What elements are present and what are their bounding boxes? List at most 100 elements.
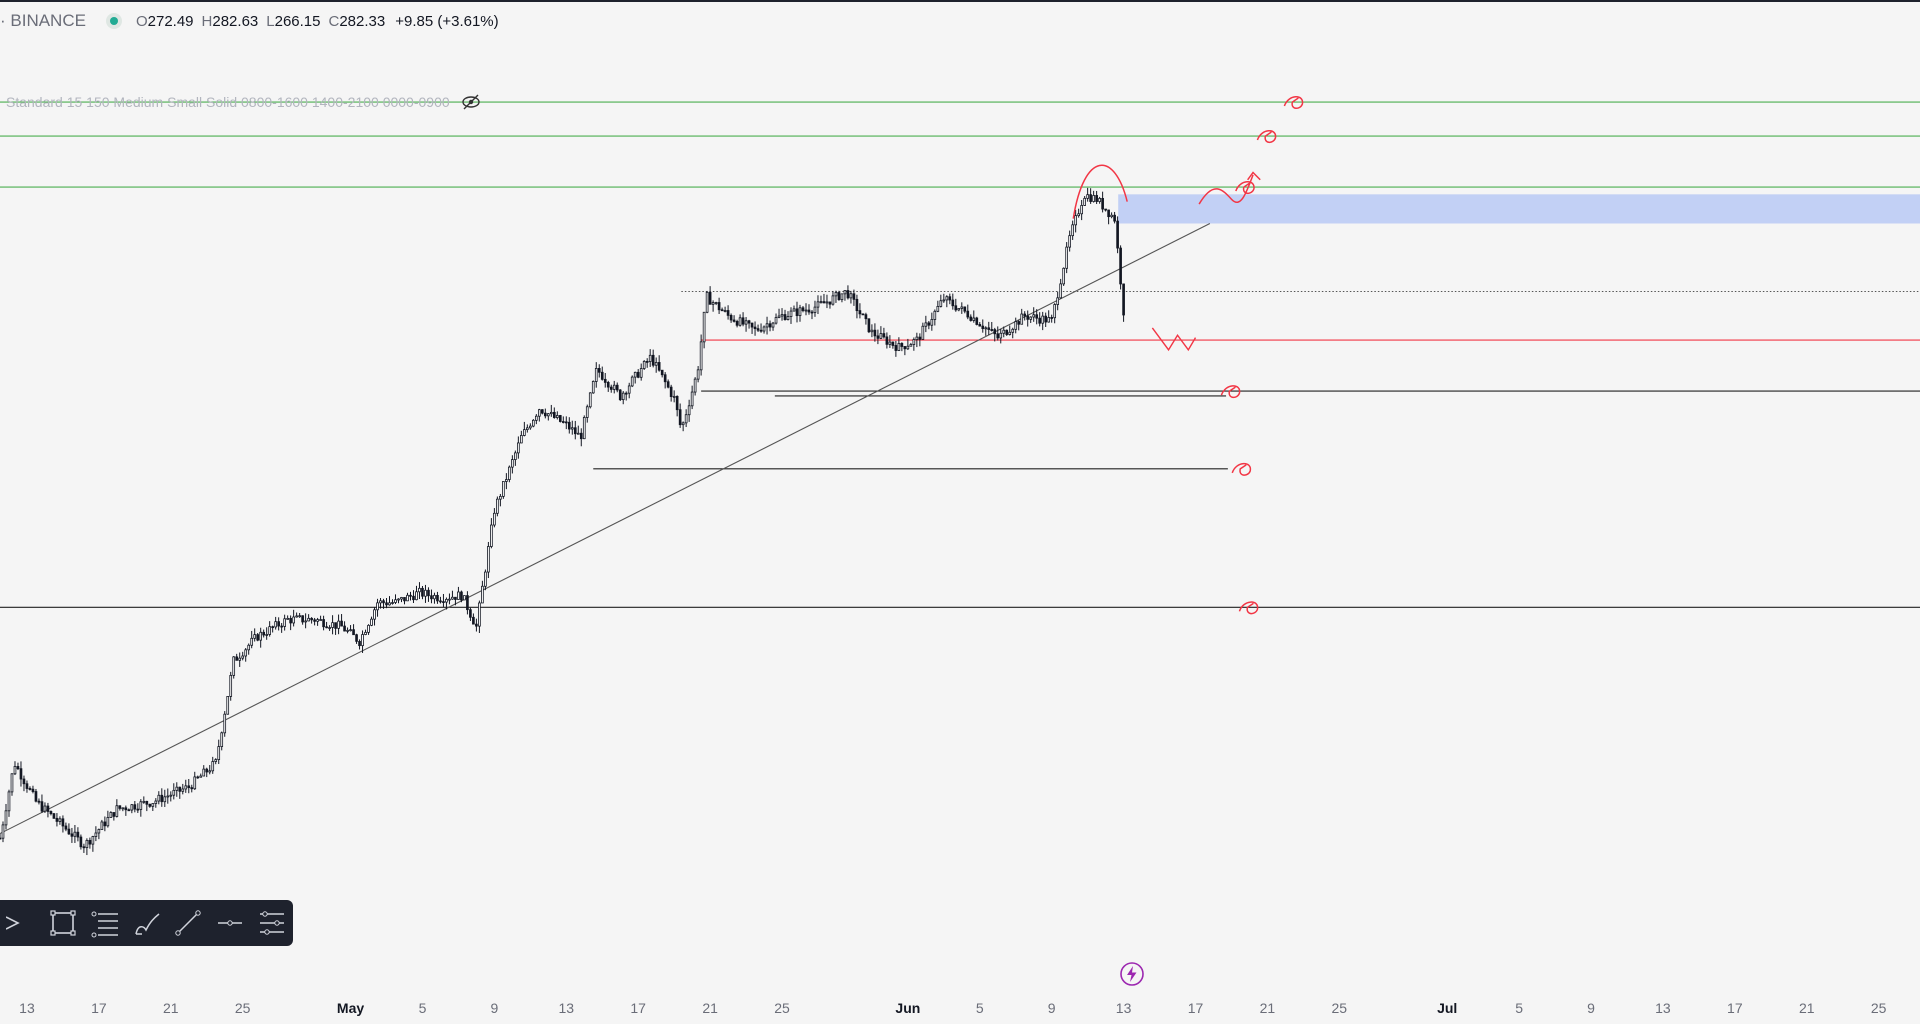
candle-body: [106, 817, 110, 827]
candle-body: [442, 601, 445, 603]
annotation-mark: [1238, 601, 1259, 615]
candle-body: [594, 368, 598, 382]
candle-body: [487, 546, 490, 573]
candle-body: [720, 309, 724, 312]
candle-body: [193, 776, 197, 790]
time-axis[interactable]: 13 17 21 25 May 5 9 13 17 21 25 Jun 5 9 13 17 21 25 Jul 5 9 1…: [0, 996, 1920, 1024]
candle-body: [304, 620, 307, 623]
candle-body: [945, 296, 949, 301]
candle-body: [552, 411, 556, 418]
candle-body: [1107, 209, 1110, 218]
indicator-label[interactable]: Standard 15 150 Medium Small Solid 0800-…: [6, 94, 450, 110]
trendline-tool[interactable]: [167, 900, 209, 946]
candle-body: [322, 619, 325, 628]
fib-tool[interactable]: [84, 900, 126, 946]
candle-body: [466, 595, 469, 611]
candle-body: [352, 629, 355, 636]
candle-body: [609, 386, 613, 390]
candle-body: [124, 807, 128, 811]
candle-body: [729, 314, 733, 321]
candle-body: [214, 759, 218, 762]
candle-body: [163, 796, 167, 803]
candle-body: [561, 421, 565, 423]
candle-body: [846, 290, 850, 299]
candle-body: [777, 315, 781, 318]
candle-body: [909, 344, 913, 347]
candle-body: [436, 594, 439, 602]
cursor-tool[interactable]: [0, 900, 42, 946]
candle-body: [1071, 224, 1074, 237]
candle-body: [726, 310, 730, 316]
candle-body: [457, 591, 460, 600]
day-tick-label: 17: [630, 1000, 646, 1016]
day-tick-label: 13: [1655, 1000, 1671, 1016]
candle-body: [603, 378, 607, 383]
candle-body: [753, 326, 757, 330]
candle-body: [1122, 283, 1125, 316]
annotation-mark: [1220, 385, 1241, 399]
candle-body: [418, 587, 421, 593]
candle-body: [1110, 214, 1113, 218]
candle-body: [343, 625, 346, 632]
candle-body: [1062, 267, 1065, 285]
exchange-label[interactable]: · BINANCE: [0, 11, 86, 30]
day-tick-label: 21: [162, 1000, 179, 1016]
candle-body: [924, 322, 928, 327]
change-value: +9.85 (+3.61%): [395, 12, 499, 30]
candle-body: [555, 415, 559, 418]
candle-body: [100, 821, 104, 830]
symbol-legend: · BINANCE O272.49 H282.63 L266.15 C282.3…: [0, 10, 499, 32]
candle-body: [1059, 283, 1063, 299]
candle-body: [25, 783, 29, 789]
candle-body: [867, 318, 871, 333]
candle-body: [247, 644, 251, 651]
candle-body: [91, 836, 95, 845]
candle-body: [535, 415, 538, 421]
high-label: H: [201, 12, 213, 30]
candle-body: [121, 807, 125, 810]
day-tick-label: 13: [19, 1000, 35, 1016]
annotation-arrow: [1198, 171, 1261, 205]
annotation-mark: [1256, 130, 1277, 144]
candle-body: [684, 414, 688, 424]
candle-body: [1023, 313, 1027, 317]
candle-body: [397, 598, 400, 601]
candle-body: [313, 619, 316, 622]
candle-body: [837, 292, 841, 301]
candle-body: [217, 746, 221, 760]
settings-tool[interactable]: [251, 900, 293, 946]
candle-body: [346, 629, 349, 632]
indicator-legend[interactable]: Standard 15 150 Medium Small Solid 0800-…: [6, 92, 482, 112]
candle-body: [112, 812, 116, 817]
candle-body: [118, 805, 122, 809]
candle-body: [612, 384, 616, 390]
candle-body: [211, 761, 215, 772]
candle-body: [792, 308, 796, 312]
candle-body: [747, 320, 751, 324]
candle-body: [759, 329, 763, 332]
candle-body: [702, 311, 706, 343]
brush-tool[interactable]: [126, 900, 168, 946]
candle-body: [849, 293, 853, 299]
candle-body: [1038, 317, 1042, 324]
candle-body: [514, 452, 517, 460]
candle-body: [1026, 315, 1030, 320]
rectangle-tool[interactable]: [42, 900, 84, 946]
candle-body: [633, 371, 637, 378]
candle-body: [807, 309, 811, 313]
eye-hidden-icon[interactable]: [460, 93, 482, 111]
candle-body: [642, 360, 646, 369]
day-tick-label: 5: [418, 1000, 427, 1016]
candle-body: [433, 594, 436, 600]
lightning-icon[interactable]: [1119, 961, 1145, 987]
horizontal-line-tool[interactable]: [209, 900, 251, 946]
candle-body: [756, 328, 760, 331]
candle-body: [963, 306, 967, 312]
day-tick-label: 21: [702, 1000, 718, 1016]
cursor-icon: [5, 916, 20, 930]
open-label: O: [135, 12, 148, 30]
candle-body: [660, 369, 664, 376]
candle-body: [1068, 235, 1071, 248]
